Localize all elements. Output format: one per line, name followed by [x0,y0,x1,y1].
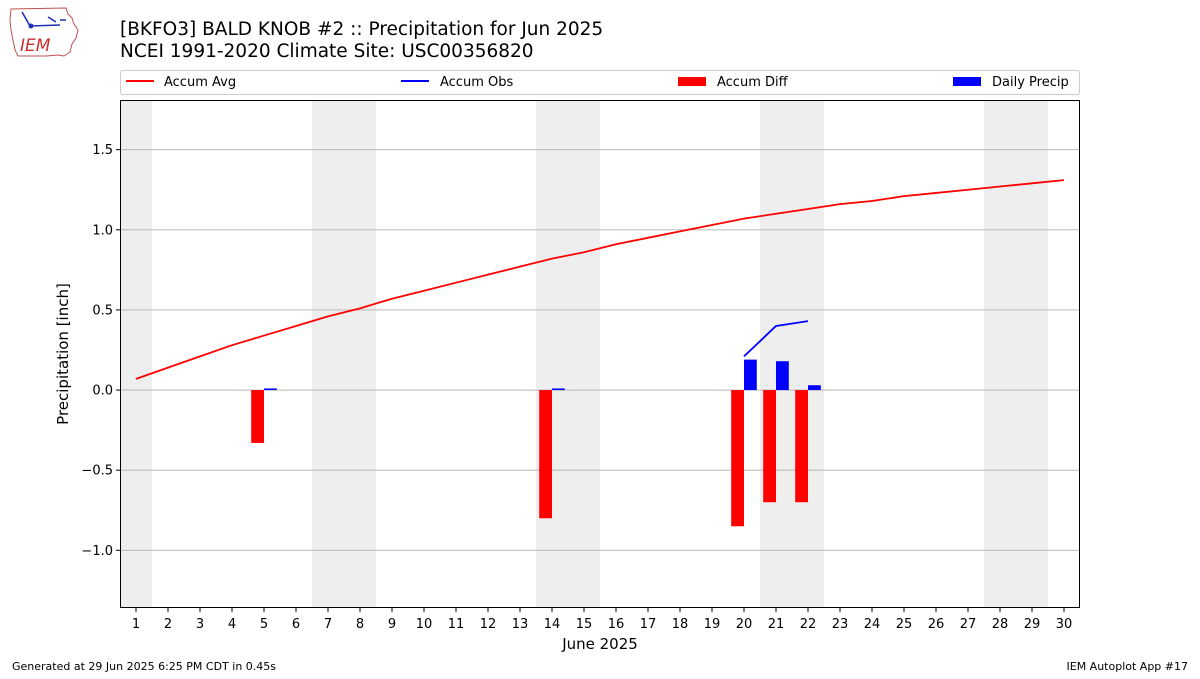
legend-label-daily-precip: Daily Precip [992,75,1069,90]
x-axis-label: June 2025 [561,635,638,653]
y-gridlines [120,149,1080,551]
x-tick-label: 23 [832,617,849,632]
x-tick-label: 22 [800,617,817,632]
accum-diff-bar [763,390,776,503]
x-tick-label: 4 [228,617,236,632]
x-tick-label: 11 [448,617,465,632]
x-tick-label: 7 [324,617,332,632]
y-tick-label: 0.5 [92,303,113,318]
footer-app: IEM Autoplot App #17 [1067,660,1189,673]
accum-diff-bar [795,390,808,503]
y-axis-label: Precipitation [inch] [54,283,72,425]
x-tick-label: 25 [896,617,913,632]
y-tick-label: −1.0 [81,544,113,559]
legend-swatch-daily-precip [953,77,981,86]
legend: Accum Avg Accum Obs Accum Diff Daily Pre… [120,70,1080,95]
chart-title: [BKFO3] BALD KNOB #2 :: Precipitation fo… [120,19,603,40]
x-tick-label: 15 [576,617,593,632]
daily-precip-bar [552,388,565,391]
x-tick-label: 24 [864,617,881,632]
x-tick-label: 8 [356,617,364,632]
daily-precip-bar [744,359,757,391]
x-tick-label: 13 [512,617,529,632]
weekend-band-1 [312,100,376,608]
x-tick-label: 6 [292,617,300,632]
chart-subtitle: NCEI 1991-2020 Climate Site: USC00356820 [120,41,534,62]
x-tick-label: 2 [164,617,172,632]
x-tick-label: 19 [704,617,721,632]
accum-avg-line [135,179,1065,380]
rain-drop-icon [28,23,34,29]
daily-precip-bar [808,385,821,391]
y-axis: −1.0 −0.5 0.0 0.5 1.0 1.5 [81,143,120,559]
weekend-shading [120,100,1048,608]
legend-label-accum-obs: Accum Obs [440,75,513,90]
legend-label-accum-diff: Accum Diff [717,75,789,90]
legend-swatch-accum-diff [678,77,706,86]
y-tick-label: 1.5 [92,143,113,158]
accum-diff-bar [251,390,264,443]
x-tick-label: 27 [960,617,977,632]
y-tick-label: 0.0 [92,384,113,399]
x-tick-label: 3 [196,617,204,632]
x-tick-label: 5 [260,617,268,632]
weather-vane-icon [21,11,66,27]
x-tick-label: 16 [608,617,625,632]
weekend-band-2 [536,100,600,608]
weekend-band-0 [120,100,152,608]
plot-frame [120,100,1080,608]
x-tick-label: 14 [544,617,561,632]
weekend-band-3 [760,100,824,608]
x-tick-label: 26 [928,617,945,632]
accum-obs-line [743,320,809,358]
x-tick-label: 10 [416,617,433,632]
footer-generated: Generated at 29 Jun 2025 6:25 PM CDT in … [12,660,276,673]
x-tick-label: 1 [132,617,140,632]
iem-logo[interactable]: IEM [9,7,79,57]
legend-frame [120,70,1080,95]
accum-diff-bar [731,390,744,527]
y-tick-label: 1.0 [92,223,113,238]
bars [251,359,821,527]
x-tick-label: 18 [672,617,689,632]
x-tick-label: 30 [1056,617,1073,632]
weekend-band-4 [984,100,1048,608]
accum-diff-bar [539,390,552,519]
legend-label-accum-avg: Accum Avg [164,75,236,90]
lines [135,179,1065,380]
daily-precip-bar [776,361,789,391]
y-tick-label: −0.5 [81,464,113,479]
x-tick-label: 28 [992,617,1009,632]
x-tick-label: 12 [480,617,497,632]
x-axis: 1 2 3 4 5 6 7 8 9 10 11 12 13 14 15 16 17 18 19 20 21 22 23 24 2… [132,608,1072,632]
logo-text: IEM [20,36,51,56]
x-tick-label: 9 [388,617,396,632]
x-tick-label: 21 [768,617,785,632]
x-tick-label: 29 [1024,617,1041,632]
daily-precip-bar [264,388,277,391]
x-tick-label: 20 [736,617,753,632]
x-tick-label: 17 [640,617,657,632]
